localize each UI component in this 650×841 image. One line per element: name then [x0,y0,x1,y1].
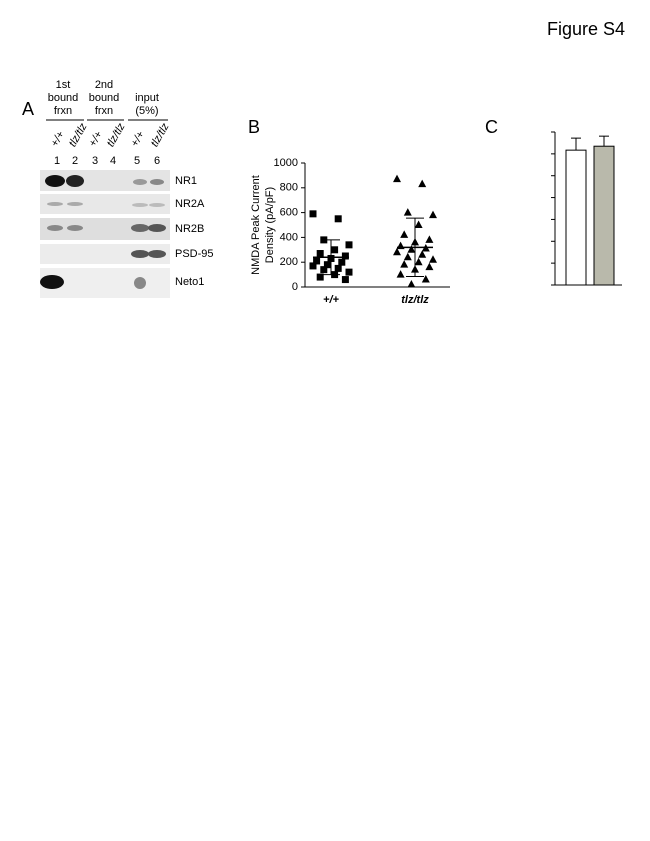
genotype-label: +/+ [87,129,106,149]
fraction-label: bound [89,92,120,104]
data-point [316,250,324,258]
panel-label: B [248,117,260,137]
data-point [414,220,423,228]
lane-number: 2 [72,155,78,167]
y-tick-label: 800 [280,182,298,194]
data-point [338,258,346,266]
genotype-label: tlz/tlz [67,121,90,149]
y-tick-label: 1000 [274,157,298,169]
fraction-label: frxn [54,105,72,117]
y-axis-label: NMDA Peak Current [250,175,262,275]
x-tick-label: +/+ [323,294,339,306]
fraction-label: frxn [95,105,113,117]
data-point [429,210,437,219]
genotype-label: tlz/tlz [149,121,172,149]
data-point [323,261,331,269]
data-point [334,215,342,223]
data-point [320,266,328,274]
genotype-label: +/+ [49,129,68,149]
data-point [425,235,434,243]
data-point [334,264,342,272]
y-axis-label: Density (pA/pF) [264,187,276,263]
data-point [345,241,353,249]
y-tick-label: 400 [280,231,298,243]
data-point [403,208,412,216]
data-point [396,270,405,278]
protein-label: NR1 [175,175,197,187]
data-point [400,230,409,238]
genotype-label: +/+ [129,129,148,149]
data-point [309,210,317,218]
lane-number: 5 [134,155,140,167]
fraction-label: bound [48,92,79,104]
figure-label: Figure S4 [547,19,625,39]
data-point [403,252,412,261]
data-point [313,257,321,265]
bar [565,149,587,286]
data-point [345,268,353,276]
bar [593,145,615,286]
data-point [421,275,430,283]
blot [40,170,170,298]
protein-label: Neto1 [175,276,204,288]
genotype-label: tlz/tlz [105,121,128,149]
data-point [429,255,437,263]
data-point [425,262,434,271]
panel-label: A [22,99,34,119]
data-point [341,276,349,284]
data-point [414,257,423,266]
data-point [393,247,401,256]
data-point [418,179,427,188]
lane-number: 3 [92,155,98,167]
data-point [407,245,416,253]
fraction-label: (5%) [135,105,158,117]
data-point [316,273,324,281]
lane-number: 4 [110,155,116,167]
y-tick-label: 600 [280,207,298,219]
y-tick-label: 0 [292,281,298,293]
data-point [418,250,427,258]
protein-label: PSD-95 [175,248,214,260]
data-point [407,280,416,288]
fraction-label: input [135,92,159,104]
x-tick-label: tlz/tlz [401,294,429,306]
data-point [309,262,317,270]
fraction-label: 1st [56,79,71,91]
fraction-label: 2nd [95,79,113,91]
protein-label: NR2A [175,198,205,210]
data-point [393,174,401,183]
y-tick-label: 200 [280,256,298,268]
protein-label: NR2B [175,223,204,235]
lane-number: 1 [54,155,60,167]
data-point [400,260,409,268]
lane-number: 6 [154,155,160,167]
data-point [341,252,349,260]
panel-label: C [485,117,498,137]
data-point [331,246,339,254]
